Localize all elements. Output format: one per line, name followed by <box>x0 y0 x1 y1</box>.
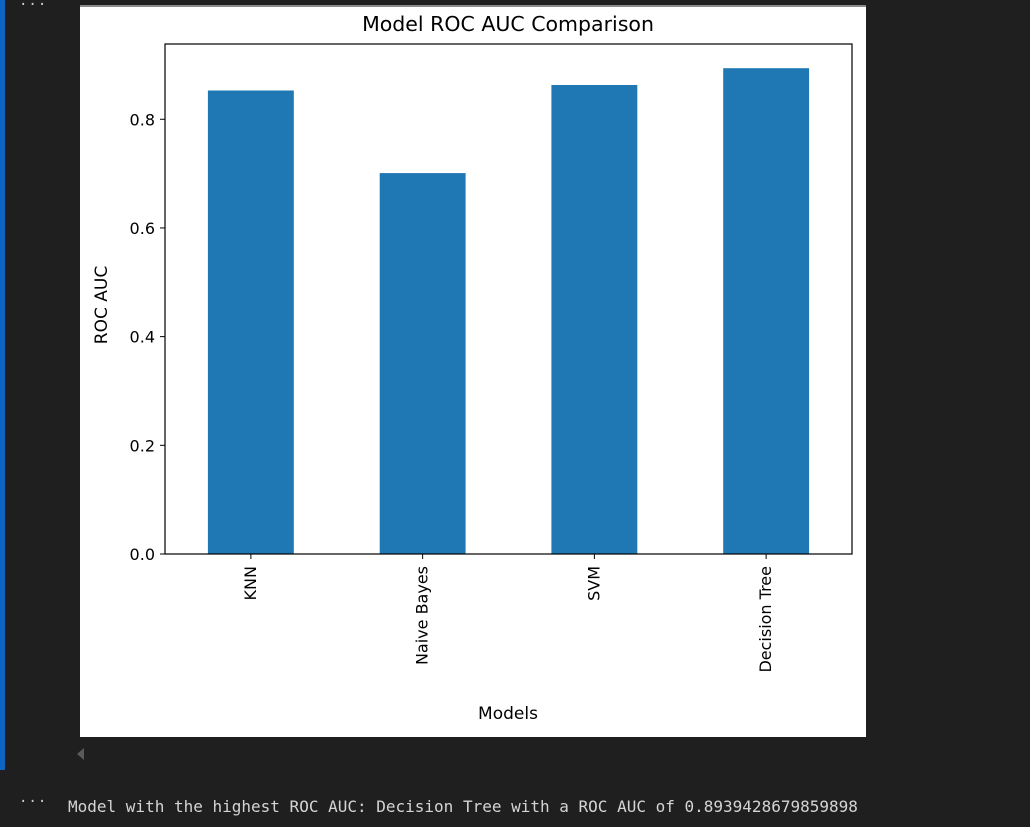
x-tick-label: SVM <box>584 566 603 601</box>
bar-svm <box>551 85 638 554</box>
y-axis-label: ROC AUC <box>92 266 112 344</box>
y-tick-label: 0.8 <box>130 110 155 129</box>
x-tick-label: Naive Bayes <box>413 566 432 665</box>
output-collapse-toggle-top[interactable]: ··· <box>19 0 48 13</box>
stdout-text: Model with the highest ROC AUC: Decision… <box>68 797 858 816</box>
y-tick-label: 0.0 <box>130 545 155 564</box>
y-tick-label: 0.2 <box>130 436 155 455</box>
cell-bar-gap <box>0 770 5 827</box>
bar-knn <box>207 90 294 554</box>
bar-decision-tree <box>723 68 810 554</box>
x-tick-label: Decision Tree <box>756 566 775 673</box>
output-collapse-toggle-bottom[interactable]: ··· <box>19 794 48 810</box>
chart-image: Model ROC AUC Comparison ROC AUC Models … <box>80 7 866 737</box>
chart-title: Model ROC AUC Comparison <box>362 12 654 36</box>
y-tick-label: 0.6 <box>130 219 155 238</box>
bar-chart: Model ROC AUC Comparison ROC AUC Models … <box>92 12 853 724</box>
axes-frame <box>164 43 853 555</box>
cell-execution-bar[interactable] <box>0 0 5 827</box>
horizontal-scroll-left-icon[interactable] <box>77 748 84 760</box>
output-top-rule <box>80 5 866 7</box>
y-tick-label: 0.4 <box>130 328 155 347</box>
x-axis-label: Models <box>478 704 538 724</box>
bar-naive-bayes <box>379 173 466 554</box>
x-tick-label: KNN <box>241 566 260 600</box>
